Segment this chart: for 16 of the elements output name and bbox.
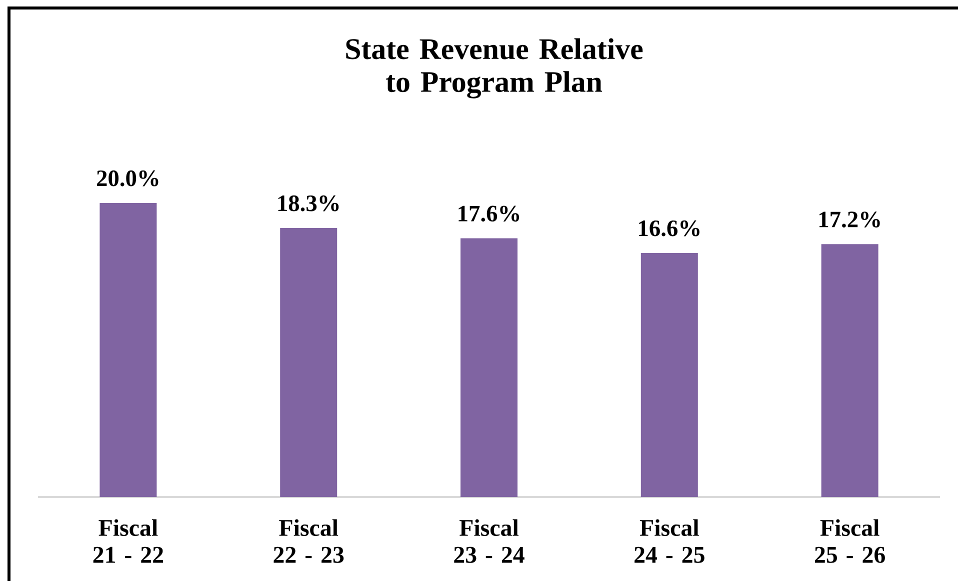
data-label: 17.2% <box>819 212 880 228</box>
data-label: 16.6% <box>639 220 700 236</box>
bar <box>640 252 698 497</box>
chart-title: State Revenue Relative to Program Plan <box>346 38 643 98</box>
bar <box>100 202 157 497</box>
bar <box>821 244 878 497</box>
bar <box>460 238 518 497</box>
data-label: 17.6% <box>458 206 519 222</box>
x-tick-label: Fiscal 21 - 22 <box>93 519 164 563</box>
x-tick-label: Fiscal 22 - 23 <box>274 519 344 563</box>
x-tick-label: Fiscal 24 - 25 <box>634 519 704 563</box>
x-tick-label: Fiscal 25 - 26 <box>814 519 885 563</box>
bar <box>280 228 338 497</box>
data-label: 20.0% <box>96 170 158 186</box>
data-label: 18.3% <box>278 195 339 212</box>
x-tick-label: Fiscal 23 - 24 <box>454 519 524 563</box>
